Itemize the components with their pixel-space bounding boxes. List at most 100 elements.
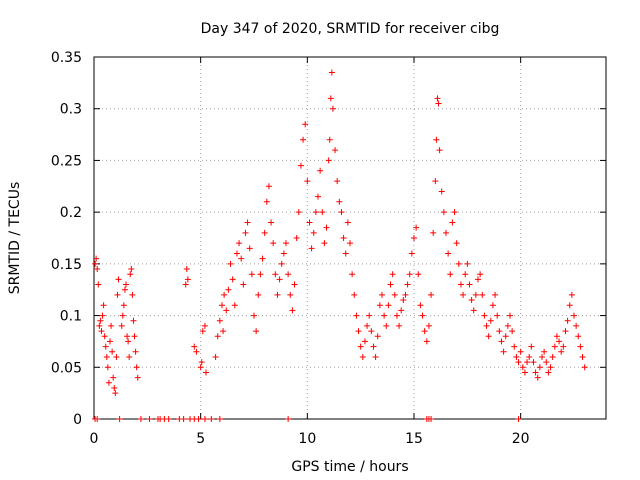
data-point [479,291,486,298]
data-point [116,416,123,422]
data-point [319,209,326,216]
data-point [573,322,580,329]
data-point [421,328,428,335]
data-point [494,312,501,319]
data-point [274,291,281,298]
data-point [253,328,260,335]
data-point [532,369,539,376]
data-point [475,276,481,283]
x-axis-label: GPS time / hours [291,459,408,475]
data-point [443,229,449,236]
data-point [460,291,467,298]
data-point [391,291,398,298]
data-point [485,333,492,340]
data-point [134,374,141,381]
data-point [125,338,132,345]
data-point [534,374,541,381]
data-point [515,416,522,422]
data-point [304,178,311,185]
data-point [220,328,227,335]
data-point [372,353,379,360]
data-point [376,302,383,309]
data-point [310,229,317,236]
data-point [130,317,137,324]
data-point [94,266,101,273]
data-point [396,322,403,329]
data-point [334,178,341,185]
data-point [182,281,189,288]
data-point [374,333,381,340]
data-point [233,250,240,257]
data-point [368,328,375,335]
data-point [306,219,313,226]
data-point [383,322,390,329]
data-point [502,333,509,340]
data-point [272,271,279,278]
data-point [265,183,272,190]
data-point [417,302,424,309]
data-point [517,348,524,355]
data-point [364,322,371,329]
y-tick-label: 0.15 [51,257,82,273]
data-point [511,343,518,350]
data-point [95,281,102,288]
data-point [180,416,187,422]
data-point [219,302,225,309]
plot-frame [93,56,607,420]
data-point [113,353,120,360]
data-point [566,302,573,309]
data-point [126,353,133,360]
data-point [577,343,584,350]
data-point [433,136,440,143]
data-point [562,328,569,335]
data-point [270,240,277,247]
data-point [340,235,347,241]
data-point [261,229,268,236]
data-point [98,328,105,335]
data-point [336,198,343,205]
data-point [119,312,126,319]
axis-ticks: 0 0.05 0.1 0.15 0.2 0.25 0.3 0.35 0 5 10 15 20 [51,50,606,447]
data-point [359,353,366,360]
data-point [317,167,324,174]
data-point [257,271,264,278]
data-point [329,105,336,112]
data-point [466,281,473,288]
data-point [400,297,407,304]
data-point [146,416,153,422]
data-point [123,281,129,288]
data-point [568,291,575,298]
data-point [357,343,364,350]
data-point [201,322,208,329]
data-point [413,224,420,231]
data-point [107,338,113,345]
data-point [283,240,289,247]
data-point [547,364,554,371]
data-point [498,338,505,345]
data-point [214,333,221,340]
data-point [291,281,298,288]
data-point [183,266,190,273]
y-tick-label: 0.25 [51,153,82,169]
data-point [519,364,526,371]
data-point [351,291,358,298]
data-point [242,229,249,236]
data-point [524,359,531,366]
data-point [408,250,415,257]
data-point [255,291,262,298]
data-point [428,416,435,422]
data-point [428,291,435,298]
data-point [440,209,447,216]
data-point [438,188,445,195]
y-tick-label: 0.05 [51,360,82,376]
data-point [492,291,499,298]
data-point [425,322,432,329]
chart-title: Day 347 of 2020, SRMTID for receiver cib… [201,21,500,37]
data-point [276,276,283,283]
data-point [321,240,328,247]
data-point [449,219,456,226]
data-point [470,307,477,314]
data-point [432,178,439,185]
data-point [244,219,251,226]
data-point [208,416,215,422]
